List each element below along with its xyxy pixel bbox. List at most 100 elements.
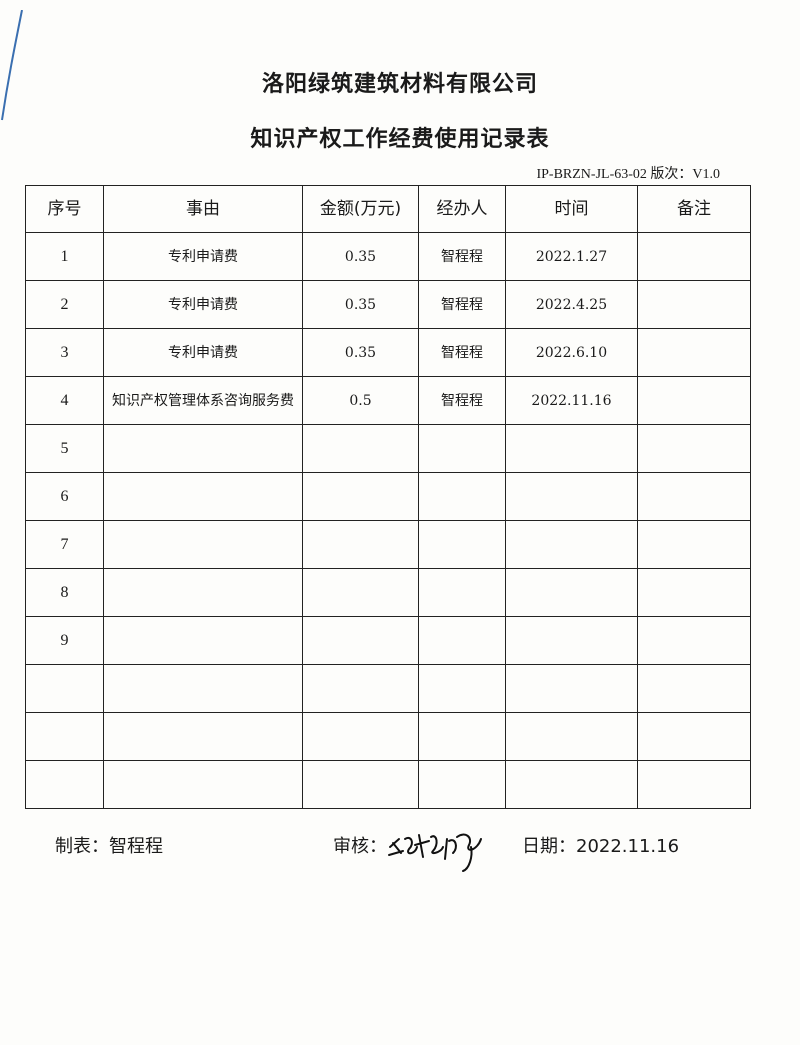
cell-note xyxy=(637,280,751,329)
cell-seq: 6 xyxy=(25,472,104,521)
cell-amount: 0.35 xyxy=(302,328,419,377)
expense-table: 序号 事由 金额(万元) 经办人 时间 备注 1 专利申请费 0.35 智程程 2022… xyxy=(25,185,751,809)
cell-note xyxy=(637,328,751,377)
form-code: IP-BRZN-JL-63-02 版次：V1.0 xyxy=(536,167,720,182)
header-date: 时间 xyxy=(505,185,638,233)
header-note: 备注 xyxy=(637,185,751,233)
cell-amount xyxy=(302,664,419,713)
table-row: 1 专利申请费 0.35 智程程 2022.1.27 xyxy=(25,232,751,281)
cell-seq xyxy=(25,760,104,809)
form-date: 日期：2022.11.16 xyxy=(522,836,680,857)
prepared-by: 制表：智程程 xyxy=(55,836,163,857)
cell-reason xyxy=(103,664,303,713)
cell-seq: 5 xyxy=(25,424,104,473)
cell-reason xyxy=(103,616,303,665)
cell-reason xyxy=(103,520,303,569)
cell-reason xyxy=(103,568,303,617)
cell-seq: 1 xyxy=(25,232,104,281)
cell-date: 2022.1.27 xyxy=(505,232,638,281)
table-row xyxy=(25,760,751,809)
cell-note xyxy=(637,760,751,809)
cell-note xyxy=(637,568,751,617)
cell-reason xyxy=(103,424,303,473)
header-amount: 金额(万元) xyxy=(302,185,419,233)
cell-handler xyxy=(418,520,506,569)
header-reason: 事由 xyxy=(103,185,303,233)
company-name: 洛阳绿筑建筑材料有限公司 xyxy=(261,72,538,97)
cell-amount xyxy=(302,760,419,809)
cell-seq xyxy=(25,712,104,761)
cell-handler xyxy=(418,664,506,713)
cell-note xyxy=(637,616,751,665)
cell-handler: 智程程 xyxy=(418,328,506,377)
cell-handler xyxy=(418,616,506,665)
reviewer-signature xyxy=(388,833,482,872)
cell-reason: 专利申请费 xyxy=(103,232,303,281)
cell-date xyxy=(505,664,638,713)
cell-reason: 专利申请费 xyxy=(103,328,303,377)
table-row: 5 xyxy=(25,424,751,473)
form-title: 知识产权工作经费使用记录表 xyxy=(250,127,550,152)
cell-reason xyxy=(103,712,303,761)
cell-seq: 7 xyxy=(25,520,104,569)
cell-handler xyxy=(418,568,506,617)
table-row xyxy=(25,664,751,713)
cell-date xyxy=(505,712,638,761)
cell-handler xyxy=(418,760,506,809)
cell-amount xyxy=(302,520,419,569)
table-row: 9 xyxy=(25,616,751,665)
table-row: 2 专利申请费 0.35 智程程 2022.4.25 xyxy=(25,280,751,329)
cell-note xyxy=(637,472,751,521)
cell-date xyxy=(505,760,638,809)
cell-amount: 0.5 xyxy=(302,376,419,425)
cell-amount xyxy=(302,568,419,617)
cell-handler xyxy=(418,712,506,761)
cell-reason: 知识产权管理体系咨询服务费 xyxy=(103,376,303,425)
cell-handler: 智程程 xyxy=(418,232,506,281)
cell-date xyxy=(505,616,638,665)
cell-date: 2022.6.10 xyxy=(505,328,638,377)
cell-reason xyxy=(103,472,303,521)
cell-handler: 智程程 xyxy=(418,376,506,425)
cell-seq xyxy=(25,664,104,713)
cell-handler xyxy=(418,424,506,473)
cell-date xyxy=(505,568,638,617)
cell-amount: 0.35 xyxy=(302,280,419,329)
header-seq: 序号 xyxy=(25,185,104,233)
cell-reason xyxy=(103,760,303,809)
cell-date xyxy=(505,520,638,569)
cell-seq: 2 xyxy=(25,280,104,329)
cell-note xyxy=(637,424,751,473)
cell-note xyxy=(637,664,751,713)
cell-note xyxy=(637,376,751,425)
cell-amount: 0.35 xyxy=(302,232,419,281)
table-header: 序号 事由 金额(万元) 经办人 时间 备注 xyxy=(25,185,751,233)
scan-edge-mark xyxy=(1,10,23,121)
cell-note xyxy=(637,232,751,281)
cell-date: 2022.4.25 xyxy=(505,280,638,329)
cell-date: 2022.11.16 xyxy=(505,376,638,425)
table-row: 7 xyxy=(25,520,751,569)
cell-amount xyxy=(302,472,419,521)
cell-date xyxy=(505,424,638,473)
cell-seq: 8 xyxy=(25,568,104,617)
cell-date xyxy=(505,472,638,521)
table-row: 3 专利申请费 0.35 智程程 2022.6.10 xyxy=(25,328,751,377)
table-row: 6 xyxy=(25,472,751,521)
cell-amount xyxy=(302,616,419,665)
cell-amount xyxy=(302,424,419,473)
header-handler: 经办人 xyxy=(418,185,506,233)
cell-reason: 专利申请费 xyxy=(103,280,303,329)
table-row: 4 知识产权管理体系咨询服务费 0.5 智程程 2022.11.16 xyxy=(25,376,751,425)
cell-seq: 9 xyxy=(25,616,104,665)
reviewed-label: 审核： xyxy=(333,836,387,857)
table-row xyxy=(25,712,751,761)
cell-amount xyxy=(302,712,419,761)
table-row: 8 xyxy=(25,568,751,617)
cell-seq: 3 xyxy=(25,328,104,377)
cell-note xyxy=(637,712,751,761)
cell-note xyxy=(637,520,751,569)
cell-handler xyxy=(418,472,506,521)
cell-handler: 智程程 xyxy=(418,280,506,329)
cell-seq: 4 xyxy=(25,376,104,425)
